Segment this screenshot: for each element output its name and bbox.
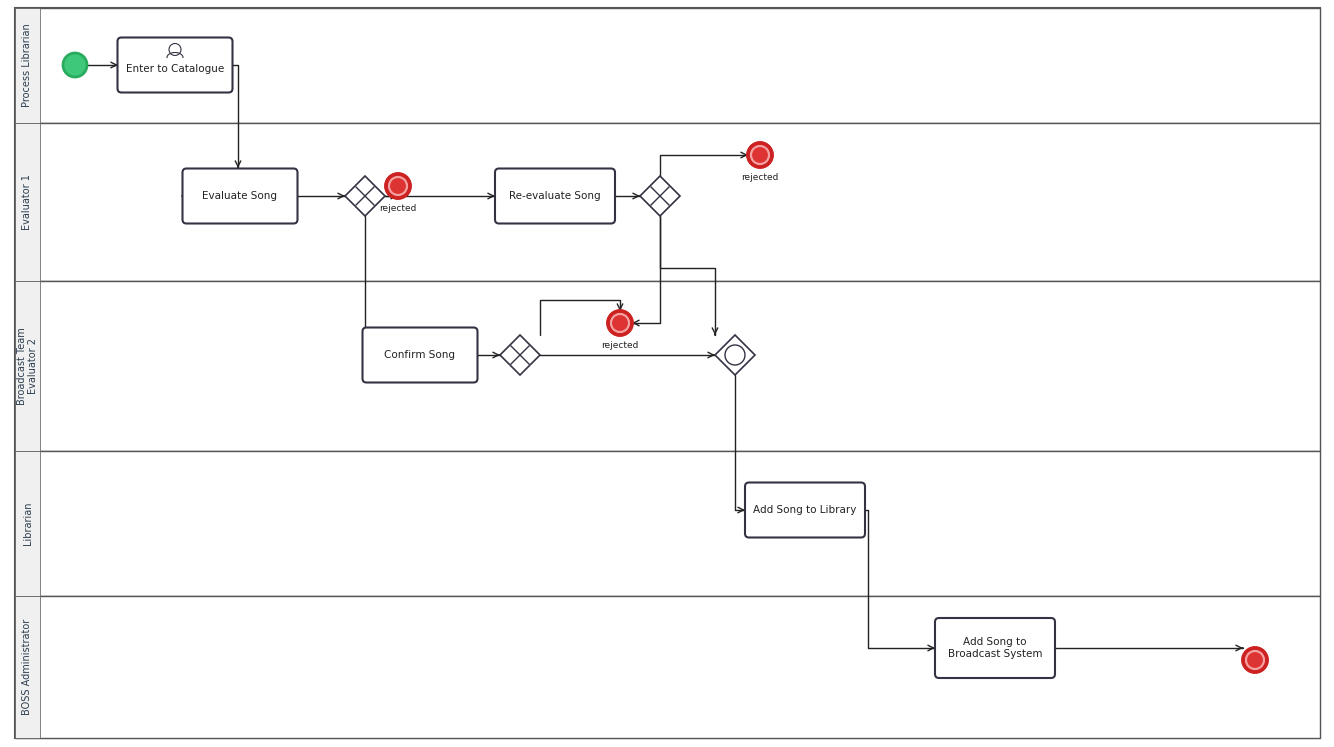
Text: Librarian: Librarian [23,502,32,545]
Circle shape [1243,648,1267,672]
Text: rejected: rejected [602,341,639,350]
Circle shape [63,53,87,77]
FancyBboxPatch shape [117,37,232,93]
Bar [15,281,1321,451]
Text: Enter to Catalogue: Enter to Catalogue [125,64,224,74]
Circle shape [386,174,410,198]
FancyBboxPatch shape [495,169,615,223]
Text: Re-evaluate Song: Re-evaluate Song [510,191,600,201]
Text: Add Song to
Broadcast System: Add Song to Broadcast System [947,637,1042,659]
Polygon shape [715,335,755,375]
Text: Confirm Song: Confirm Song [384,350,455,360]
FancyBboxPatch shape [744,483,864,538]
Bar [15,451,1321,596]
Polygon shape [500,335,540,375]
Circle shape [752,148,767,162]
Circle shape [1247,653,1262,667]
Text: Evaluator 1: Evaluator 1 [23,174,32,230]
Bar [15,123,40,281]
Polygon shape [346,176,386,216]
Text: Process Librarian: Process Librarian [23,24,32,108]
Text: BOSS Administrator: BOSS Administrator [23,619,32,715]
Bar [15,596,1321,738]
Circle shape [748,143,772,167]
Circle shape [612,316,627,330]
Text: rejected: rejected [379,204,416,213]
Bar [15,451,40,596]
Bar [15,596,40,738]
Text: Evaluate Song: Evaluate Song [203,191,277,201]
FancyBboxPatch shape [935,618,1055,678]
Bar [15,123,1321,281]
Text: Broadcast Team
Evaluator 2: Broadcast Team Evaluator 2 [17,327,39,405]
FancyBboxPatch shape [183,169,297,223]
Circle shape [608,311,632,335]
Bar [15,8,40,123]
Text: Add Song to Library: Add Song to Library [754,505,856,515]
Text: rejected: rejected [742,173,779,182]
Bar [15,8,1321,123]
Circle shape [391,179,406,193]
Bar [15,281,40,451]
Polygon shape [640,176,680,216]
FancyBboxPatch shape [363,327,478,382]
